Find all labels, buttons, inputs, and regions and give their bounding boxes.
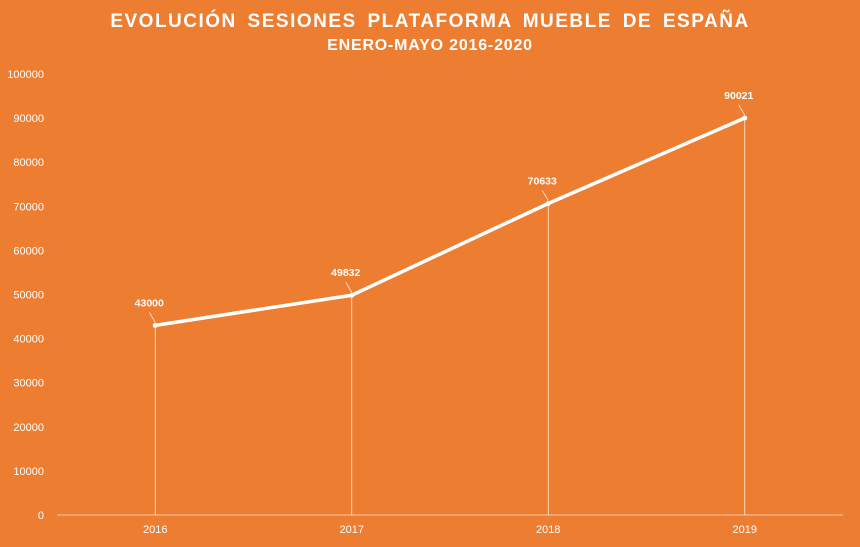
data-label: 49832 (331, 267, 360, 279)
y-tick-label: 20000 (13, 422, 44, 434)
y-tick-label: 60000 (13, 245, 44, 257)
data-point (742, 115, 748, 121)
y-tick-label: 100000 (7, 69, 44, 81)
label-leader-line (148, 312, 156, 323)
series-line (153, 116, 747, 328)
data-label: 90021 (724, 90, 753, 102)
x-tick-label: 2017 (340, 524, 364, 536)
y-tick-label: 30000 (13, 378, 44, 390)
y-tick-label: 40000 (13, 334, 44, 346)
data-label: 70633 (528, 176, 557, 188)
x-tick-label: 2018 (536, 524, 560, 536)
label-leader-line (541, 190, 549, 201)
y-tick-label: 10000 (13, 466, 44, 478)
label-leader-line (738, 104, 746, 116)
x-tick-label: 2016 (143, 524, 167, 536)
y-tick-label: 90000 (13, 113, 44, 125)
data-point (349, 292, 355, 298)
y-tick-label: 80000 (13, 157, 44, 169)
label-leader-line (345, 282, 353, 293)
data-point (545, 201, 551, 207)
chart-title: EVOLUCIÓN SESIONES PLATAFORMA MUEBLE DE … (110, 11, 750, 32)
chart-subtitle: ENERO-MAYO 2016-2020 (327, 37, 533, 54)
y-tick-label: 50000 (13, 290, 44, 302)
y-tick-label: 70000 (13, 201, 44, 213)
y-tick-label: 0 (38, 510, 44, 522)
x-tick-label: 2019 (733, 524, 757, 536)
data-label: 43000 (135, 297, 164, 309)
data-point (152, 322, 158, 328)
